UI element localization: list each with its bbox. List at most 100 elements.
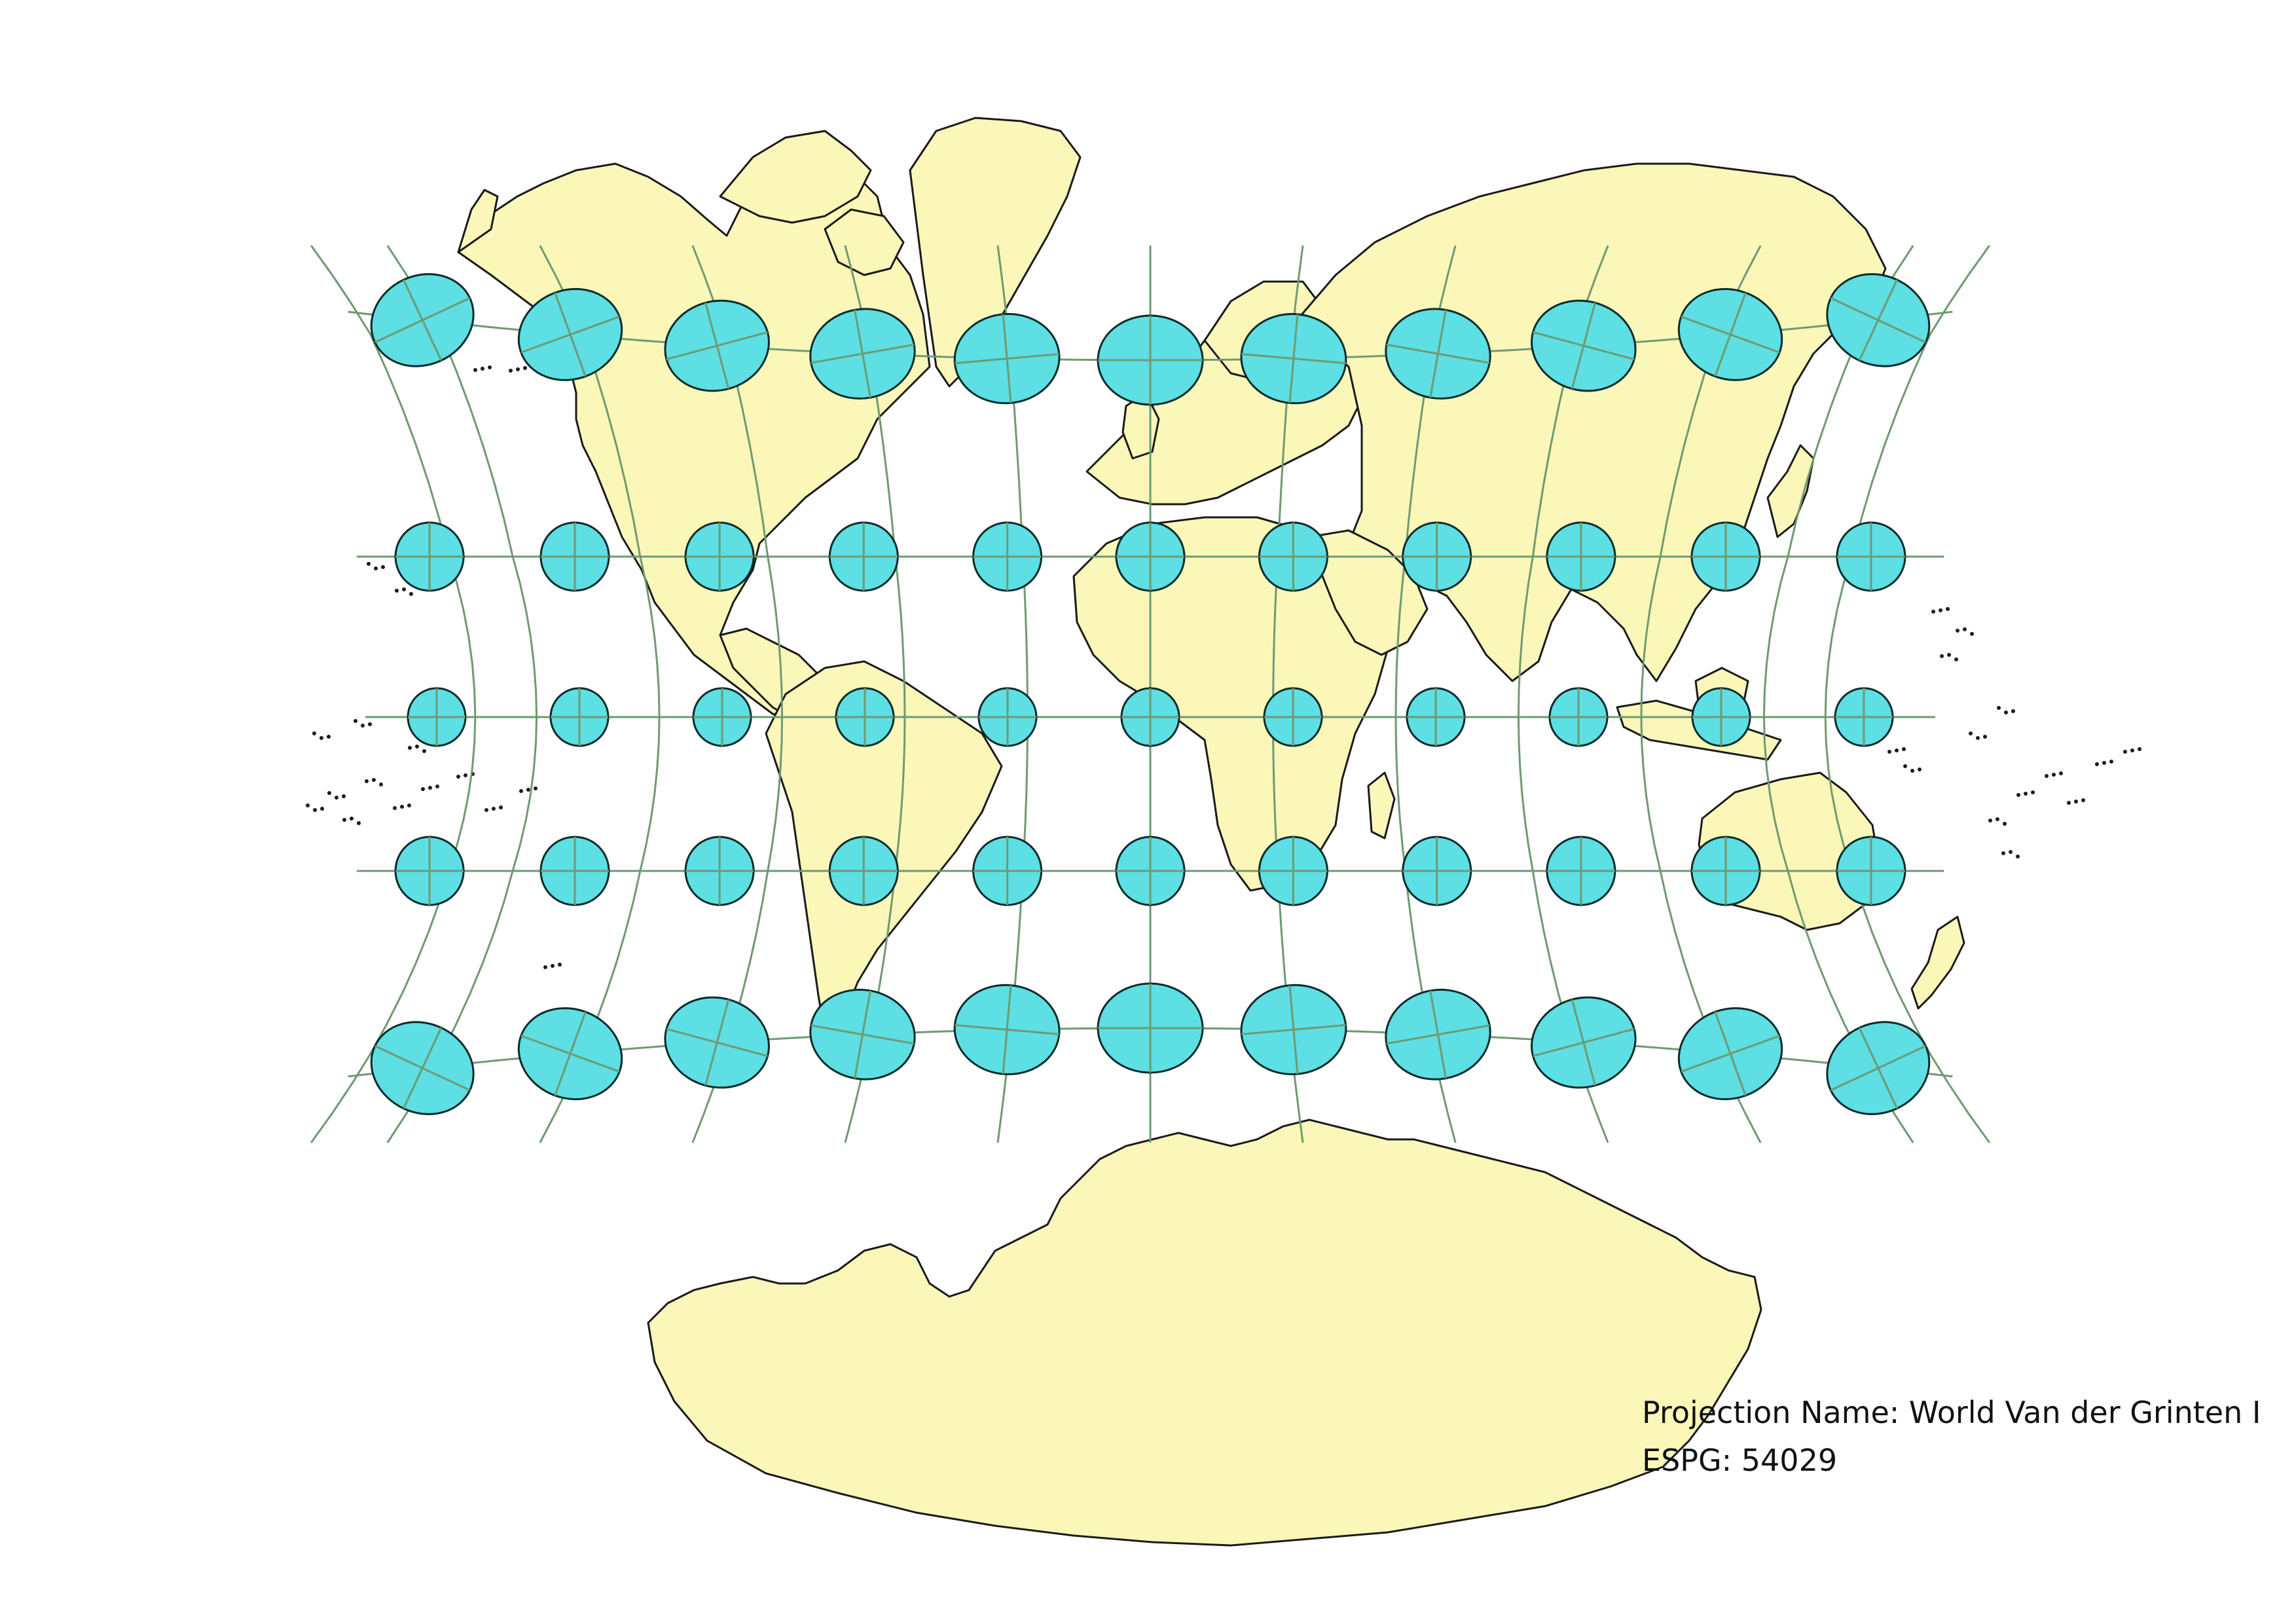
tissot-indicatrices <box>370 273 1931 1115</box>
antarctica <box>647 1118 1762 1547</box>
islet <box>1940 654 1944 658</box>
islet <box>2102 761 2106 765</box>
meridian-line <box>691 245 784 1143</box>
tissot-ellipse <box>809 988 916 1080</box>
tissot-ellipse <box>1546 836 1616 906</box>
islet <box>2130 748 2134 752</box>
tissot-ellipse <box>1548 687 1609 747</box>
islet-layer <box>306 365 2141 969</box>
tissot-ellipse <box>809 308 916 400</box>
tissot-ellipse <box>828 521 899 592</box>
tissot-ellipse <box>835 687 895 747</box>
islet <box>407 803 411 807</box>
new-zealand <box>1910 915 1965 1010</box>
islet <box>327 791 331 795</box>
tissot-ellipse <box>1263 687 1323 747</box>
islet <box>428 786 432 790</box>
islet <box>473 368 477 372</box>
tissot-ellipse <box>1836 836 1906 906</box>
tissot-ellipse <box>953 313 1061 405</box>
islet <box>327 735 331 739</box>
islet <box>1903 764 1907 768</box>
tissot-ellipse <box>517 287 623 381</box>
islet <box>381 565 385 569</box>
islet <box>367 562 371 566</box>
meridian-line <box>539 245 661 1143</box>
tissot-ellipse <box>407 687 467 747</box>
islet <box>1983 735 1987 739</box>
projection-code-label: ESPG: 54029 <box>1642 1443 1838 1478</box>
tissot-ellipse <box>972 521 1043 592</box>
tissot-ellipse <box>1385 988 1491 1080</box>
islet <box>354 719 357 723</box>
tissot-ellipse <box>972 836 1043 906</box>
islet <box>402 587 406 591</box>
islet <box>481 367 484 371</box>
islet <box>2052 773 2056 777</box>
islet <box>1939 608 1942 612</box>
islet <box>534 786 538 790</box>
islet <box>2074 800 2078 803</box>
islet <box>361 724 365 728</box>
tissot-ellipse <box>394 521 465 592</box>
tissot-ellipse <box>692 687 752 747</box>
islet <box>335 796 338 800</box>
islet <box>1954 657 1958 661</box>
islet <box>509 369 513 373</box>
islet <box>2011 709 2015 713</box>
islet <box>2009 850 2013 854</box>
islet <box>1997 706 2001 710</box>
islet <box>372 778 376 782</box>
baffin-island <box>824 208 905 276</box>
projection-name-label: Projection Name: World Van der Grinten I <box>1642 1395 2261 1430</box>
islet <box>320 807 324 811</box>
tissot-ellipse <box>1677 287 1783 381</box>
tissot-ellipse <box>1385 308 1491 400</box>
islet <box>374 566 378 570</box>
meridian-line <box>1824 245 1991 1143</box>
madagascar <box>1367 771 1396 840</box>
tissot-ellipse <box>370 1021 475 1115</box>
islet <box>2016 793 2020 797</box>
islet <box>342 818 346 822</box>
tissot-ellipse <box>1097 314 1204 406</box>
meridian-line <box>1640 245 1762 1143</box>
meridian-line <box>386 245 538 1143</box>
islet <box>2024 792 2028 796</box>
islet <box>435 784 439 788</box>
islet <box>464 773 467 777</box>
islet <box>519 789 523 793</box>
islet <box>543 965 547 969</box>
islet <box>2003 822 2007 826</box>
islet <box>1956 629 1959 633</box>
islet <box>319 736 323 740</box>
meridian-line <box>1762 245 1914 1143</box>
islet <box>415 745 419 748</box>
tissot-ellipse <box>1240 984 1347 1075</box>
islet <box>2067 801 2071 805</box>
islet <box>1946 607 1950 611</box>
tissot-ellipse <box>1115 521 1186 592</box>
islet <box>313 808 317 812</box>
arctic-archipelago <box>719 130 872 224</box>
islet <box>456 775 460 779</box>
tissot-ellipse <box>1826 273 1931 367</box>
japan <box>1766 444 1815 538</box>
islet <box>523 366 527 370</box>
tissot-ellipse <box>664 996 770 1089</box>
tissot-ellipse <box>1258 521 1328 592</box>
islet <box>1976 736 1980 740</box>
tissot-ellipse <box>684 836 755 906</box>
islet <box>1970 632 1974 636</box>
islet <box>365 779 369 783</box>
tissot-ellipse <box>1690 521 1761 592</box>
tissot-ellipse <box>1402 836 1472 906</box>
tissot-ellipse <box>1406 687 1466 747</box>
tissot-ellipse <box>517 1007 623 1101</box>
tissot-ellipse <box>977 687 1038 747</box>
islet <box>2004 710 2008 714</box>
islet <box>2001 851 2005 855</box>
tissot-ellipse <box>684 521 755 592</box>
tissot-ellipse <box>664 299 770 392</box>
tissot-ellipse <box>1402 521 1472 592</box>
